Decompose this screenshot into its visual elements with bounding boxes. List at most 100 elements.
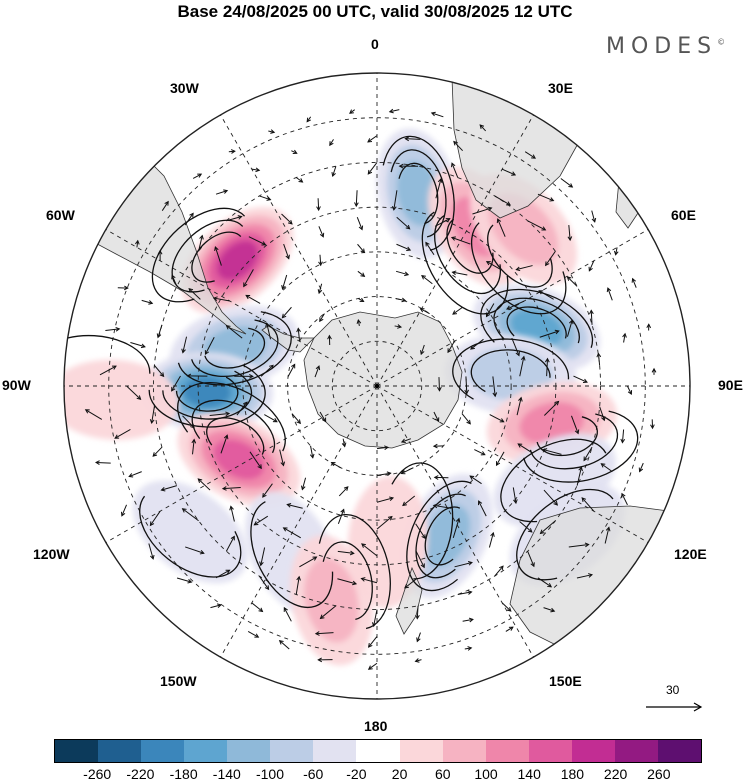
wind-vector — [430, 111, 444, 118]
wind-vector — [474, 449, 486, 456]
wind-vector — [506, 300, 525, 310]
wind-vector — [539, 520, 556, 535]
wind-vector — [228, 149, 236, 154]
wind-vector — [501, 602, 512, 612]
wind-vector — [515, 265, 533, 272]
wind-vector — [291, 149, 298, 155]
wind-vector — [253, 515, 269, 526]
wind-vector — [262, 483, 273, 498]
wind-vector — [566, 276, 578, 287]
wind-vector — [318, 254, 323, 267]
wind-vector — [317, 283, 323, 295]
wind-vector — [243, 269, 254, 288]
colorbar-swatch — [485, 740, 529, 762]
wind-vector — [512, 487, 518, 505]
antarctic-peninsula — [261, 325, 315, 353]
contour-line — [148, 364, 266, 428]
colorbar-label: -180 — [169, 766, 198, 782]
wind-vector — [464, 376, 470, 395]
wind-vector — [539, 329, 560, 338]
wind-vector — [160, 485, 178, 492]
wind-vector — [395, 297, 407, 303]
brand-logo: MODES© — [606, 34, 725, 59]
wind-vector — [414, 658, 422, 663]
lon-label-0: 0 — [371, 36, 379, 52]
wind-vector — [249, 451, 262, 470]
wind-vector — [309, 445, 315, 459]
anomaly-cell — [347, 476, 429, 609]
wind-vector — [356, 318, 362, 327]
contour-line — [191, 399, 276, 454]
wind-vector — [485, 261, 501, 270]
wind-vector — [376, 496, 395, 503]
contour-line — [171, 219, 244, 293]
wind-vector — [638, 462, 644, 473]
contour-line — [191, 231, 242, 283]
contour-line — [204, 327, 266, 369]
contour-line — [446, 218, 494, 274]
wind-vector — [416, 632, 421, 643]
wind-vector — [367, 135, 378, 143]
colorbar-label: -260 — [83, 766, 112, 782]
contour-line — [529, 413, 619, 470]
wind-vector — [489, 414, 505, 423]
wind-vector — [221, 486, 241, 491]
wind-vector — [259, 547, 266, 567]
wind-vector — [234, 373, 254, 379]
wind-vector — [251, 602, 264, 613]
contour-line — [434, 215, 502, 295]
wind-vector — [472, 206, 493, 215]
wind-vector — [212, 296, 230, 302]
wind-vector — [452, 306, 463, 315]
wind-vector — [626, 385, 633, 396]
colorbar-swatch — [399, 740, 443, 762]
anomaly-cell — [132, 480, 248, 584]
wind-vector — [278, 639, 290, 650]
wind-vector — [282, 527, 301, 539]
wind-vector — [130, 342, 146, 349]
wind-vector — [400, 467, 414, 475]
wind-vector — [319, 411, 327, 423]
wind-vectors — [84, 108, 657, 670]
reference-vector-arrow — [646, 702, 703, 712]
anomaly-level — [213, 439, 265, 480]
wind-vector — [181, 336, 188, 354]
colorbar-label: -140 — [212, 766, 241, 782]
wind-vector — [519, 521, 533, 533]
wind-vector — [258, 575, 270, 591]
colorbar-label: 20 — [391, 766, 408, 782]
contour-line — [250, 501, 334, 608]
colorbar — [54, 739, 702, 763]
wind-vector — [283, 243, 290, 260]
wind-vector — [357, 243, 366, 254]
brand-name: MODES — [606, 34, 718, 59]
wind-vector — [367, 662, 378, 670]
wind-vector — [376, 515, 393, 530]
wind-vector — [295, 177, 304, 183]
wind-vector — [99, 365, 117, 376]
wind-vector — [295, 575, 301, 595]
wind-vector — [573, 375, 588, 383]
wind-vector — [318, 226, 325, 238]
wind-vector — [404, 136, 421, 142]
wind-vector — [583, 446, 593, 462]
colorbar-swatch — [313, 740, 357, 762]
chart-title: Base 24/08/2025 00 UTC, valid 30/08/2025… — [177, 2, 573, 21]
contour-line — [177, 311, 292, 386]
wind-vector — [358, 297, 365, 302]
anomaly-level — [347, 476, 429, 609]
wind-vector — [215, 189, 229, 195]
wind-vector — [210, 603, 222, 609]
wind-vector — [495, 451, 505, 467]
latitude-circle — [331, 340, 423, 432]
colorbar-label: 180 — [560, 766, 585, 782]
antarctica — [303, 311, 463, 449]
wind-vector — [452, 517, 461, 538]
colorbar-swatch — [227, 740, 271, 762]
contour-line — [206, 417, 265, 455]
wind-vector — [519, 355, 526, 377]
wind-vector — [488, 531, 495, 548]
wind-vector — [464, 646, 473, 651]
wind-vector — [176, 577, 193, 584]
brand-copyright: © — [717, 37, 726, 47]
